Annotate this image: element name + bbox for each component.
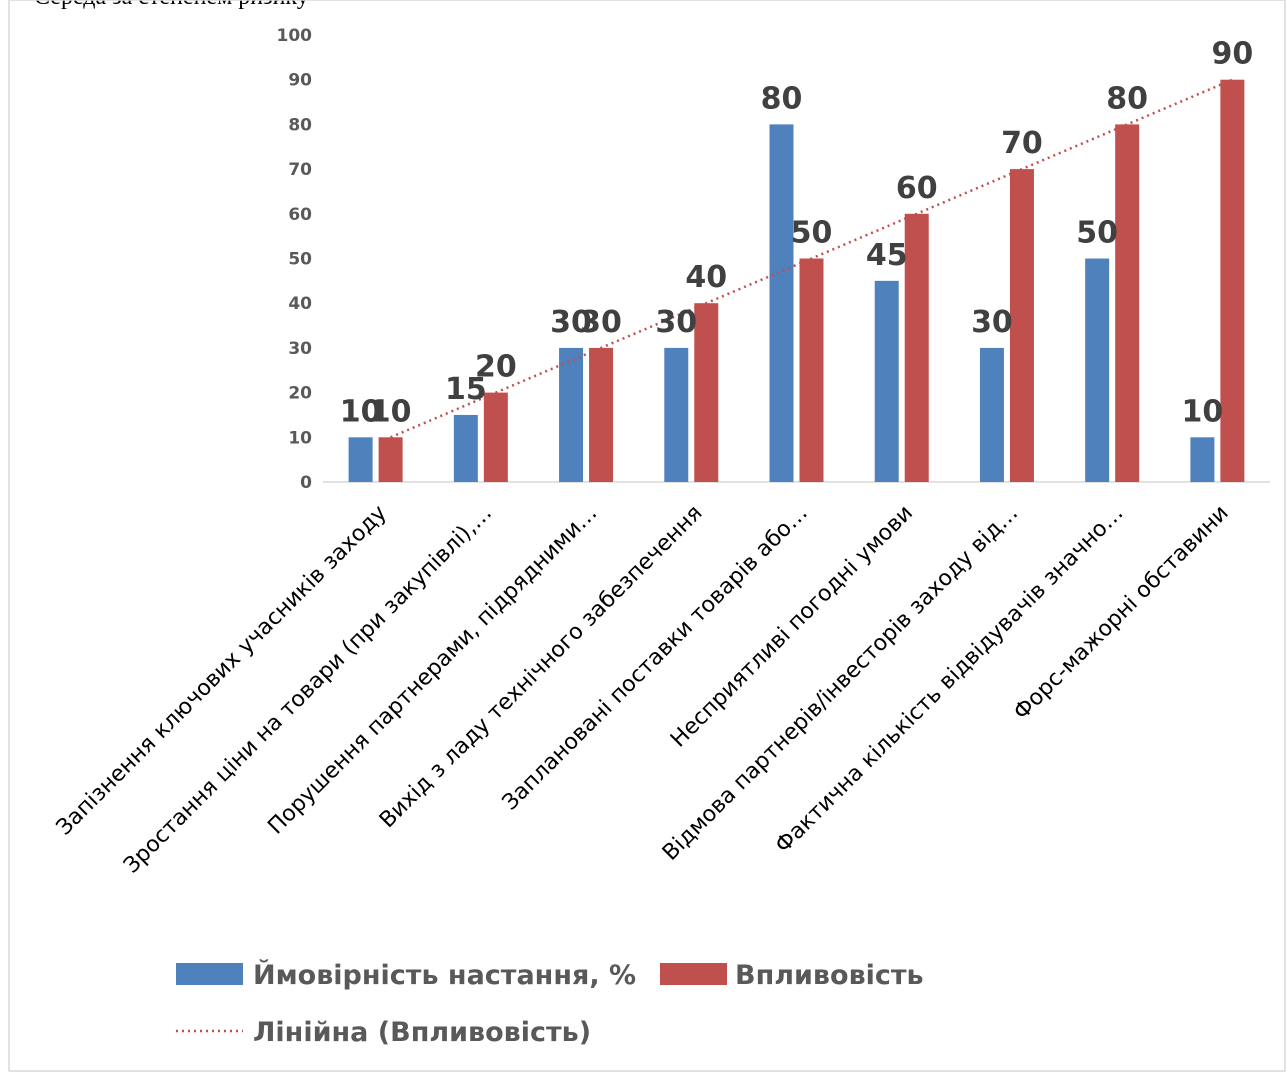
- category-label: Форс-мажорні обставини: [1009, 501, 1234, 726]
- bar-probability: [559, 347, 584, 482]
- bar-probability: [348, 437, 373, 482]
- bar-probability: [1190, 437, 1215, 482]
- y-tick-label: 60: [288, 205, 312, 225]
- axis-layer: 0 10 20 30 40 50 60 70 80 90 100: [277, 26, 1270, 493]
- data-label: 50: [1076, 216, 1118, 251]
- y-tick-label: 20: [288, 384, 312, 404]
- bar-probability: [874, 280, 899, 482]
- data-label: 30: [550, 305, 592, 340]
- bar-impact: [1220, 79, 1245, 482]
- bar-probability: [664, 347, 689, 482]
- page-top-text: Середа за степенем ризику: [34, 0, 309, 10]
- bar-impact: [1009, 169, 1034, 482]
- y-tick-label: 10: [288, 428, 312, 448]
- legend-label-impact: Впливовість: [735, 960, 924, 991]
- category-label: Фактична кількість відвідувачів значно…: [771, 501, 1129, 859]
- data-label: 40: [685, 260, 727, 295]
- data-label: 70: [1001, 126, 1043, 161]
- category-label: Зростання ціни на товари (при закупівлі)…: [119, 501, 497, 879]
- bar-probability: [979, 347, 1004, 482]
- data-label: 30: [655, 305, 697, 340]
- category-label: Відмова партнерів/інвесторів заходу від…: [658, 501, 1023, 866]
- bar-impact: [589, 347, 614, 482]
- data-label: 30: [580, 305, 622, 340]
- bar-impact: [904, 213, 929, 483]
- bar-probability: [769, 124, 794, 483]
- data-label: 20: [475, 350, 517, 385]
- legend-label-probability: Ймовірність настання, %: [253, 959, 636, 991]
- data-label: 10: [1182, 394, 1224, 429]
- y-tick-label: 50: [288, 250, 312, 270]
- data-label: 60: [896, 171, 938, 206]
- y-tick-label: 80: [288, 115, 312, 135]
- legend-swatch-impact: [660, 963, 727, 985]
- y-tick-label: 30: [288, 339, 312, 359]
- bars-layer: [348, 79, 1245, 483]
- legend-swatch-probability: [176, 963, 243, 985]
- bar-impact: [694, 303, 719, 482]
- data-label: 10: [370, 394, 412, 429]
- bar-impact: [483, 392, 508, 482]
- y-tick-label: 70: [288, 160, 312, 180]
- trendline: [390, 78, 1233, 439]
- chart-frame: [8, 0, 1286, 1072]
- y-tick-label: 90: [288, 71, 312, 91]
- legend: Ймовірність настання, % Впливовість Лінійн…: [176, 959, 924, 1048]
- y-tick-label: 40: [288, 294, 312, 314]
- bar-impact: [378, 437, 403, 482]
- data-label: 15: [445, 372, 487, 407]
- bar-impact: [1115, 124, 1140, 483]
- bar-impact: [799, 258, 824, 482]
- trendline-layer: [390, 78, 1233, 439]
- bar-probability: [453, 414, 478, 482]
- data-label: 90: [1212, 37, 1254, 72]
- data-label: 10: [340, 394, 382, 429]
- data-label: 80: [1106, 81, 1148, 116]
- category-labels-layer: Запізнення ключових учасників заходуЗрос…: [52, 501, 1234, 879]
- data-label: 30: [971, 305, 1013, 340]
- bar-probability: [1085, 258, 1110, 482]
- data-label: 50: [791, 216, 833, 251]
- y-tick-label: 0: [300, 473, 312, 493]
- y-tick-label: 100: [277, 26, 313, 46]
- legend-label-trendline: Лінійна (Впливовість): [253, 1017, 591, 1048]
- data-label: 45: [866, 238, 908, 273]
- data-label: 80: [761, 81, 803, 116]
